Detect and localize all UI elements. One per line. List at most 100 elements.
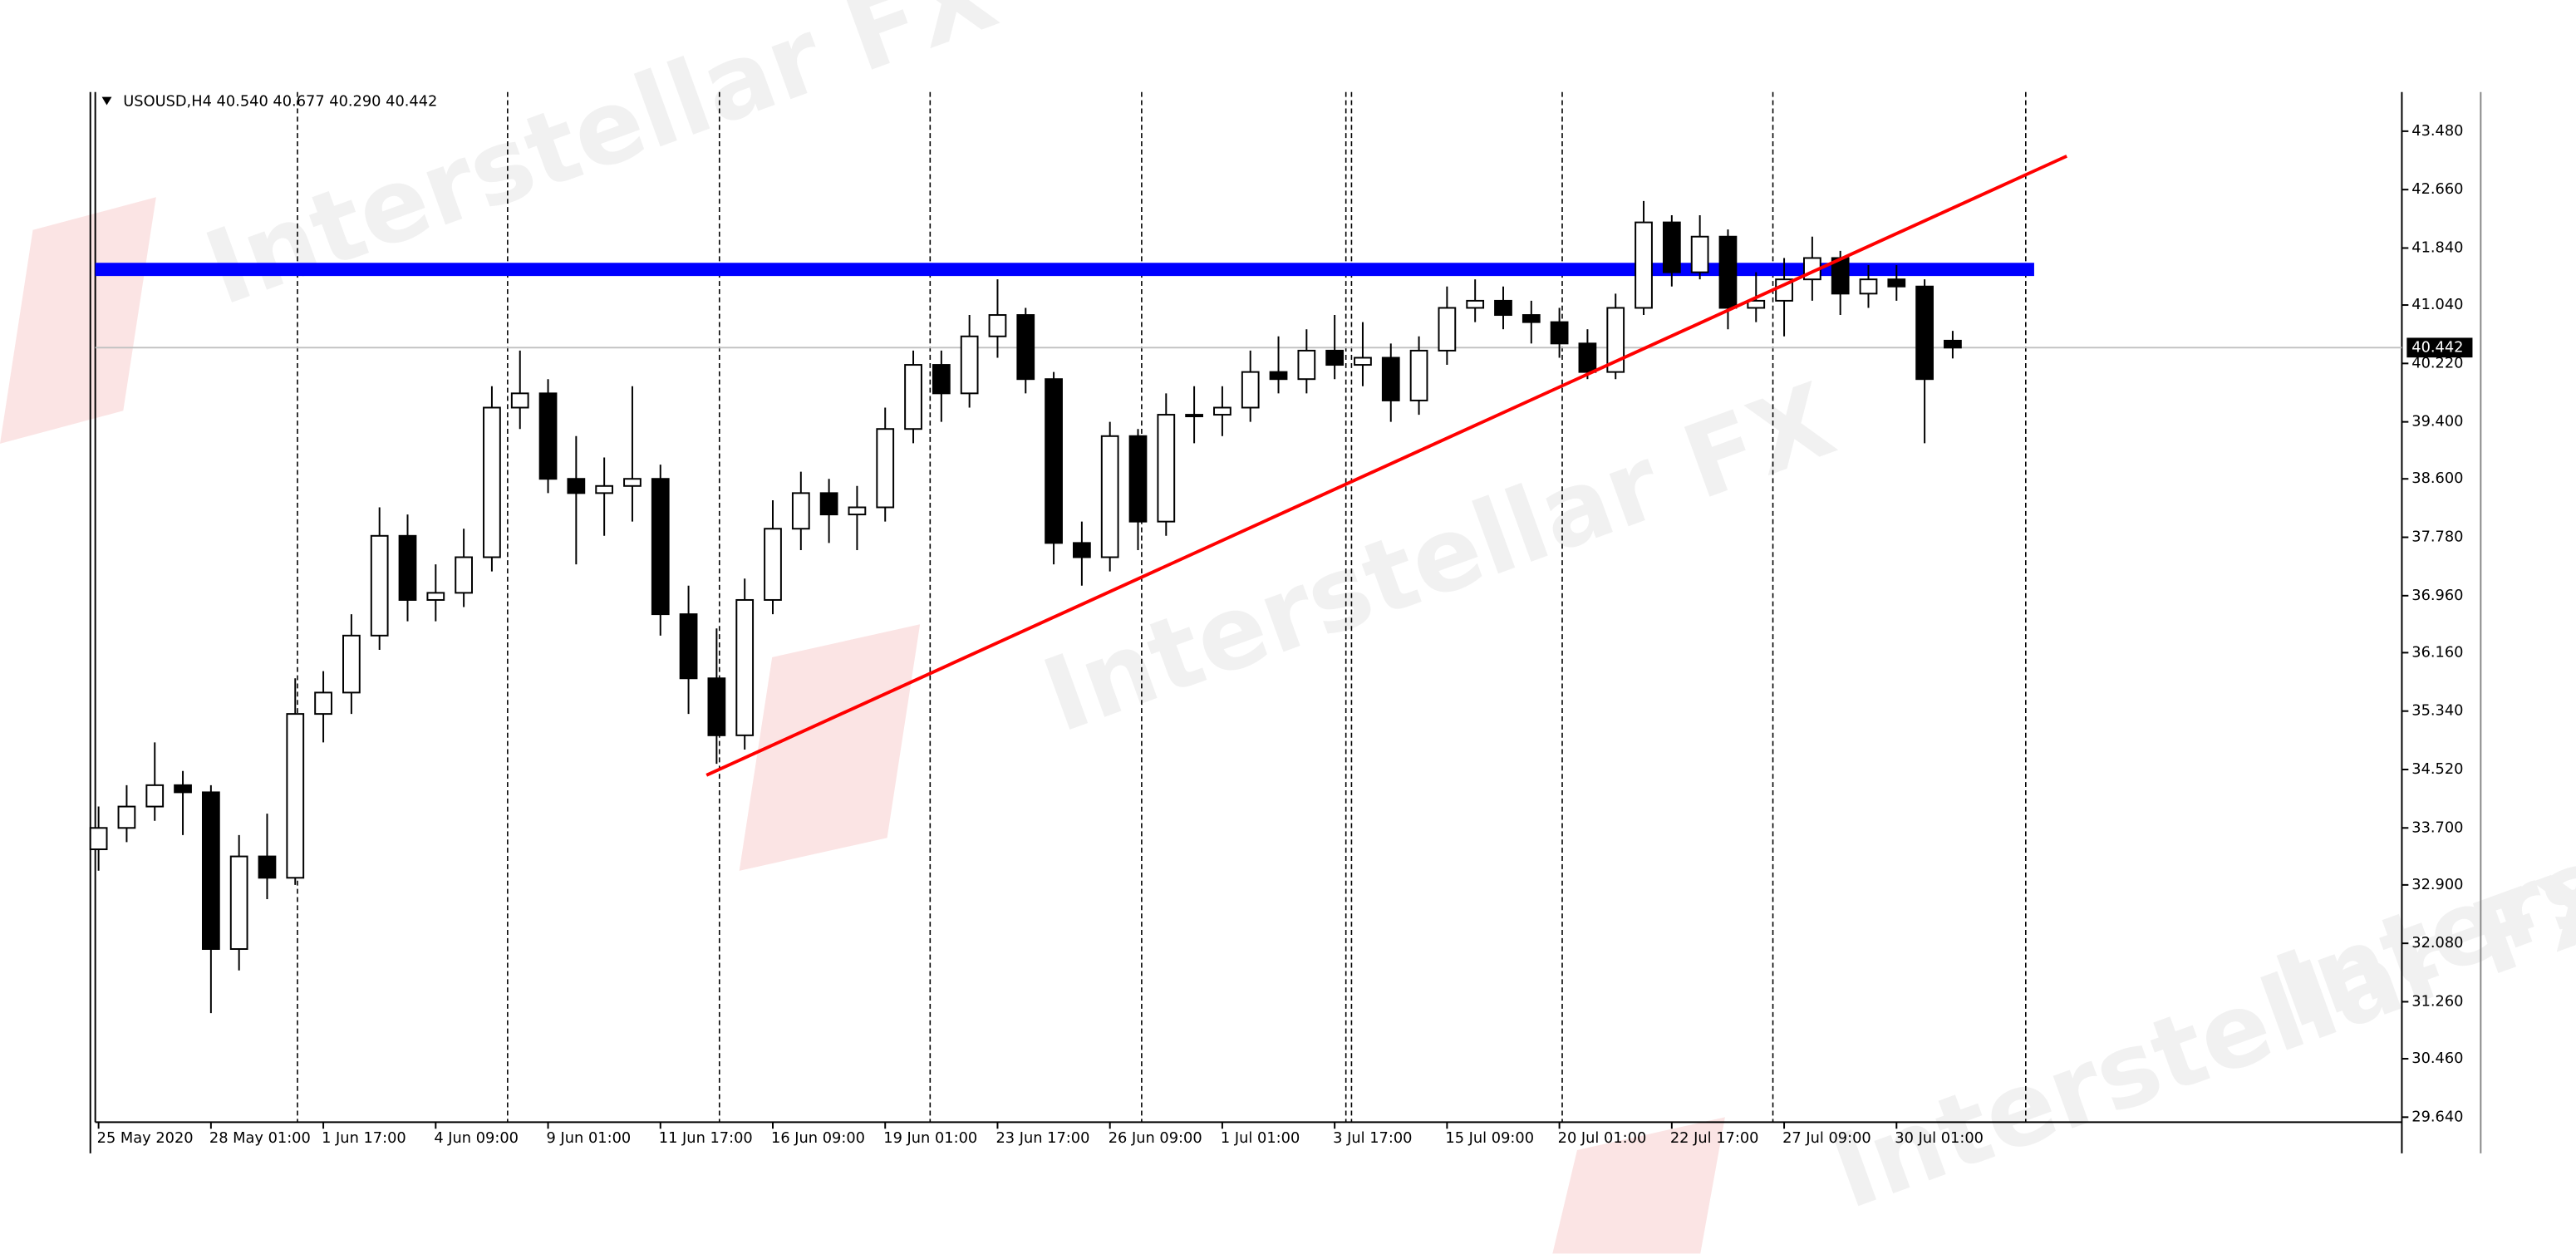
- candle-body: [1635, 221, 1653, 309]
- x-tick-label: 19 Jun 01:00: [883, 1129, 977, 1147]
- candle-body: [1128, 435, 1148, 523]
- y-tick-label: 35.340: [2411, 702, 2463, 720]
- candle-body: [904, 364, 922, 430]
- candle-body: [1466, 299, 1485, 309]
- candle-body: [1494, 299, 1512, 317]
- x-tick-label: 1 Jun 17:00: [322, 1129, 406, 1147]
- candle-body: [1409, 349, 1428, 401]
- current-price-box: [2406, 337, 2473, 358]
- candle-body: [229, 855, 248, 951]
- x-tick-label: 25 May 2020: [97, 1129, 194, 1147]
- candle-body: [848, 506, 867, 516]
- x-tick-label: 3 Jul 17:00: [1333, 1129, 1412, 1147]
- x-tick-label: 20 Jul 01:00: [1558, 1129, 1647, 1147]
- x-tick-label: 30 Jul 01:00: [1895, 1129, 1984, 1147]
- candle-body: [1718, 235, 1738, 309]
- candle-body: [707, 677, 726, 736]
- x-tick-label: 16 Jun 09:00: [771, 1129, 865, 1147]
- candle-body: [342, 634, 361, 694]
- candle-body: [1438, 307, 1457, 352]
- candle-body: [286, 713, 305, 879]
- y-tick-label: 36.160: [2411, 643, 2463, 661]
- y-tick-label: 41.840: [2411, 239, 2463, 256]
- candle-body: [1045, 378, 1063, 544]
- candle-body: [1747, 299, 1766, 309]
- y-tick-label: 43.480: [2411, 122, 2463, 140]
- candle-body: [1690, 235, 1709, 273]
- candle-body: [567, 478, 586, 494]
- candle-body: [1269, 371, 1288, 381]
- y-tick-label: 32.900: [2411, 876, 2463, 893]
- candle-body: [89, 827, 108, 850]
- x-tick-label: 22 Jul 17:00: [1670, 1129, 1759, 1147]
- y-tick-label: 29.640: [2411, 1108, 2463, 1125]
- candle-body: [623, 478, 642, 487]
- chart-title: USOUSD,H4 40.540 40.677 40.290 40.442: [123, 93, 437, 111]
- candle-body: [483, 406, 501, 558]
- candle-body: [258, 855, 277, 879]
- candle-body: [1915, 285, 1934, 381]
- candle-body: [595, 484, 614, 494]
- logo-shape: [1552, 1117, 1725, 1254]
- x-tick-label: 23 Jun 17:00: [995, 1129, 1089, 1147]
- candle-body: [764, 528, 782, 601]
- candle-body: [876, 428, 895, 509]
- candle-body: [651, 478, 670, 616]
- candle-body: [145, 784, 165, 808]
- candle-body: [117, 805, 136, 829]
- candle-body: [201, 791, 220, 951]
- candle-body: [1550, 321, 1569, 345]
- candle-body: [1100, 435, 1119, 558]
- candle-body: [1381, 357, 1400, 401]
- candle-body: [1241, 371, 1260, 409]
- x-tick-label: 15 Jul 09:00: [1445, 1129, 1534, 1147]
- candle-body: [1578, 342, 1597, 373]
- candle-body: [1354, 357, 1372, 366]
- y-tick-label: 41.040: [2411, 296, 2463, 313]
- x-tick-label: 4 Jun 09:00: [434, 1129, 519, 1147]
- candle-body: [1944, 339, 1962, 349]
- candle-body: [988, 314, 1007, 337]
- candle-body: [510, 392, 529, 409]
- candle-body: [538, 392, 558, 480]
- candle-body: [1297, 349, 1316, 381]
- candle-body: [1325, 349, 1345, 366]
- candle-body: [1859, 278, 1878, 295]
- y-tick-label: 38.600: [2411, 470, 2463, 487]
- x-tick-label: 28 May 01:00: [209, 1129, 311, 1147]
- candle-body: [174, 784, 192, 794]
- candle-body: [735, 598, 755, 736]
- y-tick-label: 32.080: [2411, 934, 2463, 952]
- candle-body: [455, 556, 473, 594]
- candle-body: [932, 364, 951, 395]
- candle-body: [960, 335, 979, 395]
- logo-shape: [0, 197, 156, 444]
- candle-body: [819, 492, 838, 516]
- candle-body: [1016, 314, 1035, 381]
- x-tick-label: 1 Jul 01:00: [1221, 1129, 1300, 1147]
- x-tick-label: 26 Jun 09:00: [1109, 1129, 1202, 1147]
- candle-body: [426, 592, 445, 601]
- y-tick-label: 33.700: [2411, 819, 2463, 836]
- y-tick-label: 37.780: [2411, 529, 2463, 546]
- x-tick-label: 27 Jul 09:00: [1782, 1129, 1871, 1147]
- candle-body: [1887, 278, 1906, 288]
- candle-body: [791, 492, 810, 530]
- candle-body: [1157, 414, 1176, 523]
- logo-shape: [739, 624, 921, 871]
- current-price-label: 40.442: [2411, 338, 2463, 356]
- x-tick-label: 11 Jun 17:00: [659, 1129, 753, 1147]
- y-tick-label: 36.960: [2411, 587, 2463, 604]
- y-tick-label: 39.400: [2411, 413, 2463, 430]
- candle-body: [1522, 314, 1541, 323]
- y-tick-label: 42.660: [2411, 180, 2463, 198]
- candle-body: [679, 613, 698, 680]
- y-tick-label: 30.460: [2411, 1050, 2463, 1067]
- candle-body: [1073, 542, 1091, 558]
- y-tick-label: 34.520: [2411, 760, 2463, 778]
- candle-body: [398, 534, 417, 601]
- y-tick-label: 31.260: [2411, 992, 2463, 1010]
- x-tick-label: 9 Jun 01:00: [547, 1129, 632, 1147]
